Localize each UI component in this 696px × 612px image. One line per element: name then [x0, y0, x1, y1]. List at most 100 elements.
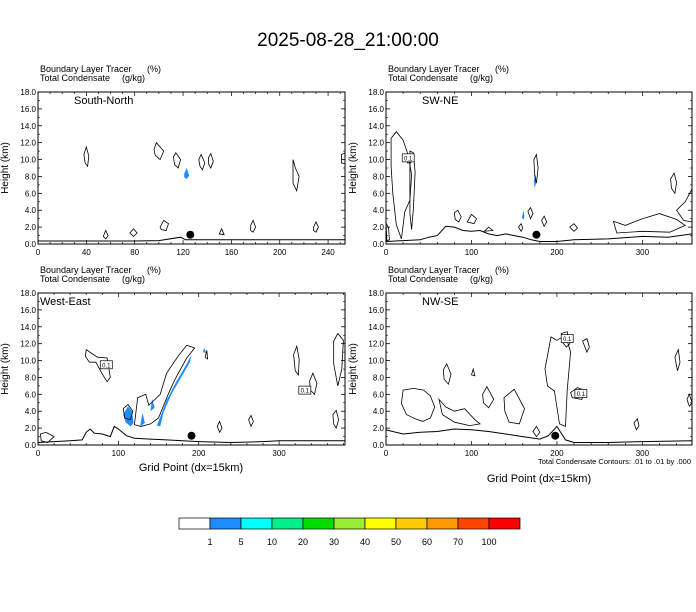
x-tick-label: 0: [36, 449, 41, 458]
tracer-shade: [140, 412, 145, 427]
tracer-shade: [202, 347, 206, 353]
terrain-line: [386, 225, 692, 242]
condensate-contour: [198, 153, 206, 171]
colorbar-swatch: [271, 517, 304, 530]
colorbar-label: 5: [238, 537, 243, 547]
y-tick-label: 14.0: [20, 122, 36, 131]
colorbar: 1 5 10 20 30 40 50 60 70 100: [178, 517, 521, 547]
y-tick-label: 0.0: [373, 240, 385, 249]
header-condensate-label: Total Condensate: [40, 73, 110, 83]
condensate-contour: [248, 414, 254, 428]
x-tick-label: 200: [550, 248, 564, 257]
y-tick-label: 18.0: [368, 289, 384, 298]
condensate-contour: [122, 403, 134, 421]
y-axis-label: Height (km): [348, 142, 359, 194]
y-tick-label: 0.0: [25, 240, 37, 249]
x-tick-label: 160: [225, 248, 239, 257]
condensate-contour: [386, 222, 390, 242]
x-tick-label: 100: [112, 449, 126, 458]
plot-area: 0.1 0.1: [386, 331, 692, 443]
x-tick-label: 0: [384, 248, 389, 257]
condensate-contour: [293, 344, 300, 377]
panel-frame: [385, 292, 693, 446]
y-tick-label: 8.0: [373, 373, 385, 382]
colorbar-swatch: [426, 517, 459, 530]
contour-label-box: [574, 389, 588, 398]
tracer-shade: [123, 406, 134, 427]
header-condensate-label: Total Condensate: [388, 274, 458, 284]
y-tick-label: 2.0: [25, 424, 37, 433]
header-tracer-label: Boundary Layer Tracer: [40, 265, 132, 275]
panel-label: NW-SE: [422, 296, 458, 308]
condensate-contour: [633, 417, 640, 431]
x-tick-label: 200: [273, 248, 287, 257]
panel-frame: [385, 91, 693, 245]
condensate-contour: [216, 420, 223, 434]
colorbar-swatch: [488, 517, 521, 530]
tracer-shade: [156, 354, 192, 427]
header-condensate-label: Total Condensate: [40, 274, 110, 284]
y-tick-label: 12.0: [368, 340, 384, 349]
location-marker: [187, 431, 196, 440]
y-axis-label: Height (km): [0, 343, 11, 395]
condensate-contour: [250, 219, 257, 233]
colorbar-swatch: [178, 517, 211, 530]
panel-sw-ne: Boundary Layer Tracer (%) Total Condensate…: [348, 64, 693, 257]
header-condensate-unit: (g/kg): [470, 274, 493, 284]
condensate-contour: [527, 206, 534, 220]
header-condensate-unit: (g/kg): [122, 73, 145, 83]
y-axis-label: Height (km): [348, 343, 359, 395]
y-tick-label: 16.0: [368, 306, 384, 315]
y-tick-label: 10.0: [20, 156, 36, 165]
x-tick-label: 100: [465, 449, 479, 458]
plot-area: 0.1: [386, 131, 692, 242]
y-tick-label: 16.0: [20, 306, 36, 315]
colorbar-label: 50: [391, 537, 401, 547]
y-tick-label: 6.0: [373, 189, 385, 198]
x-axis-label-left: Grid Point (dx=15km): [139, 462, 243, 474]
y-tick-label: 4.0: [25, 407, 37, 416]
colorbar-label: 70: [453, 537, 463, 547]
y-tick-label: 4.0: [25, 206, 37, 215]
y-tick-label: 10.0: [368, 156, 384, 165]
panel-label: SW-NE: [422, 95, 458, 107]
page-title: 2025-08-28_21:00:00: [257, 30, 439, 51]
x-tick-label: 100: [465, 248, 479, 257]
y-tick-label: 10.0: [368, 357, 384, 366]
panel-south-north: Boundary Layer Tracer (%) Total Condensate…: [0, 64, 346, 257]
colorbar-swatch: [302, 517, 335, 530]
contour-interval-note: Total Condensate Contours: .01 to .01 by…: [538, 457, 691, 466]
condensate-contour: [84, 348, 111, 383]
location-marker: [551, 431, 560, 440]
panel-west-east: Boundary Layer Tracer (%) Total Condensate…: [0, 265, 346, 458]
contour-label-text: 0.1: [563, 337, 572, 343]
condensate-contour: [218, 227, 225, 236]
terrain-line: [38, 425, 345, 444]
tracer-shade: [521, 210, 525, 220]
header-tracer-unit: (%): [495, 64, 509, 74]
condensate-contour: [102, 229, 109, 240]
y-tick-label: 0.0: [25, 441, 37, 450]
colorbar-label: 10: [267, 537, 277, 547]
plot-area: [38, 141, 345, 242]
condensate-contour: [332, 409, 340, 430]
header-tracer-label: Boundary Layer Tracer: [388, 265, 480, 275]
y-tick-label: 4.0: [373, 206, 385, 215]
colorbar-label: 1: [207, 537, 212, 547]
header-condensate-unit: (g/kg): [470, 73, 493, 83]
panel-label: South-North: [74, 95, 133, 107]
condensate-contour: [442, 363, 452, 386]
header-tracer-label: Boundary Layer Tracer: [40, 64, 132, 74]
y-tick-label: 2.0: [373, 424, 385, 433]
condensate-contour: [670, 172, 678, 195]
condensate-contour: [518, 222, 524, 233]
header-condensate-label: Total Condensate: [388, 73, 458, 83]
condensate-contour: [292, 159, 300, 193]
contour-label-box: [99, 360, 113, 370]
y-tick-label: 16.0: [368, 105, 384, 114]
colorbar-swatch: [395, 517, 428, 530]
colorbar-swatch: [209, 517, 242, 530]
terrain-line: [386, 425, 692, 443]
x-tick-label: 200: [550, 449, 564, 458]
